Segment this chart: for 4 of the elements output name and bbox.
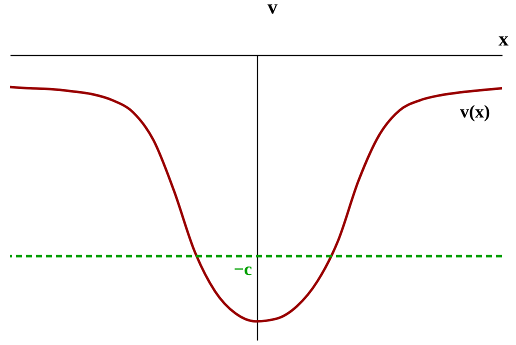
annotation: v(x): [460, 101, 490, 122]
y-axis-title: v: [268, 0, 278, 18]
ref-line-label: −c: [234, 259, 252, 280]
x-axis-title: x: [498, 28, 508, 50]
